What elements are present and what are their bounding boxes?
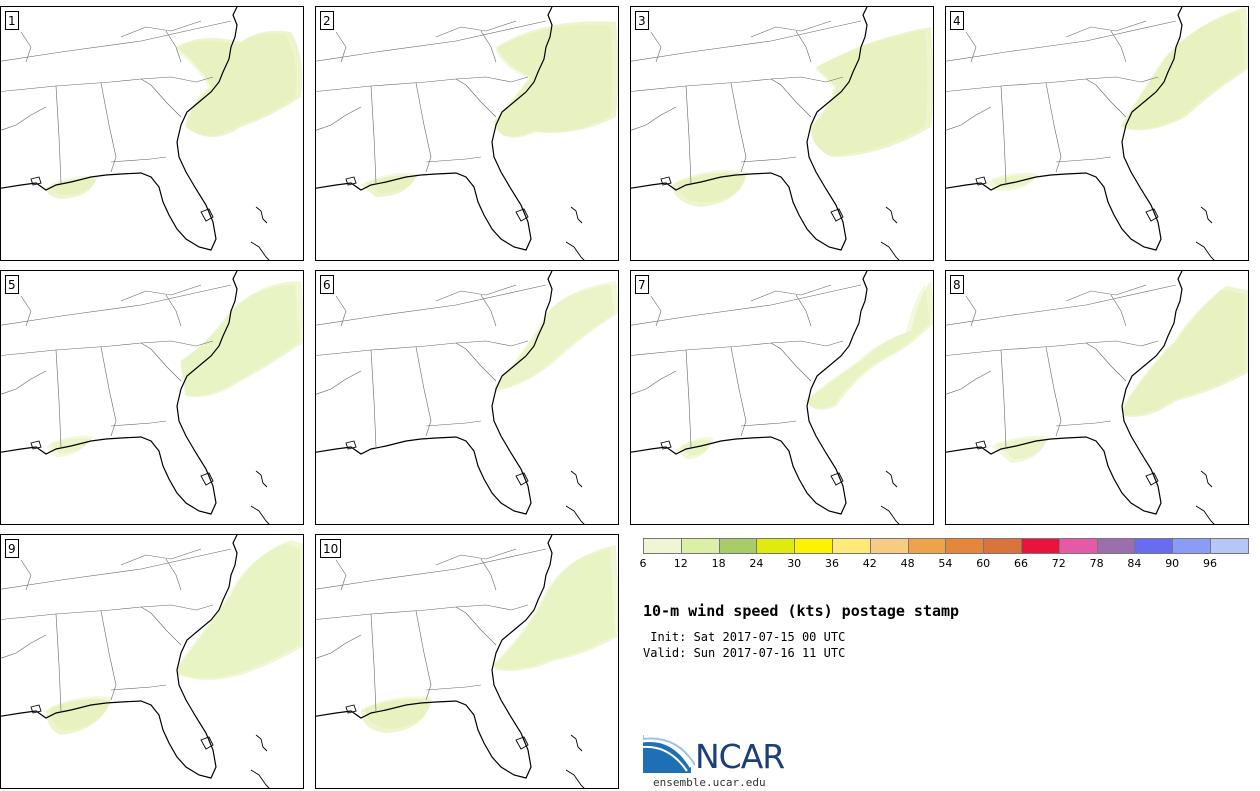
colorbar-tick-label: 6	[639, 557, 647, 570]
colorbar-segment	[1172, 538, 1211, 554]
member-number-label: 6	[320, 275, 334, 294]
colorbar-segment	[1210, 538, 1249, 554]
member-number-label: 7	[635, 275, 649, 294]
colorbar-tick-label: 18	[711, 557, 726, 570]
colorbar-tick-label: 36	[825, 557, 839, 570]
ensemble-member-map: 5	[0, 270, 304, 525]
map-outline	[1, 535, 303, 788]
ensemble-member-map: 3	[630, 6, 934, 261]
ensemble-member-map: 9	[0, 534, 304, 789]
map-outline	[316, 271, 618, 524]
colorbar-segment	[794, 538, 833, 554]
init-time: Init: Sat 2017-07-15 00 UTC	[643, 630, 846, 644]
ensemble-member-map: 6	[315, 270, 619, 525]
ncar-wordmark: NCAR	[695, 737, 785, 776]
valid-time: Valid: Sun 2017-07-16 11 UTC	[643, 646, 846, 660]
member-number-label: 5	[5, 275, 19, 294]
map-outline	[631, 271, 933, 524]
colorbar-segment	[1021, 538, 1060, 554]
colorbar-segment	[643, 538, 682, 554]
ensemble-member-map: 1	[0, 6, 304, 261]
ensemble-member-map: 8	[945, 270, 1249, 525]
figure-title: 10-m wind speed (kts) postage stamp	[643, 602, 960, 620]
colorbar-segment	[1134, 538, 1174, 554]
member-number-label: 9	[5, 539, 19, 558]
colorbar-segment	[680, 538, 720, 554]
colorbar-tick-label: 90	[1165, 557, 1180, 570]
ensemble-member-map: 4	[945, 6, 1249, 261]
member-number-label: 4	[950, 11, 964, 30]
colorbar-tick-label: 66	[1014, 557, 1028, 570]
colorbar-segment	[983, 538, 1022, 554]
ensemble-member-map: 7	[630, 270, 934, 525]
member-number-label: 2	[320, 11, 334, 30]
colorbar-tick-label: 30	[787, 557, 802, 570]
member-number-label: 1	[5, 11, 19, 30]
colorbar-segment	[718, 538, 758, 554]
colorbar-segment	[945, 538, 985, 554]
colorbar-tick-label: 42	[862, 557, 877, 570]
colorbar-tick-label: 60	[976, 557, 991, 570]
colorbar-segment	[1096, 538, 1136, 554]
colorbar-segment	[756, 538, 796, 554]
member-number-label: 3	[635, 11, 649, 30]
ensemble-url: ensemble.ucar.edu	[653, 776, 766, 789]
map-outline	[946, 7, 1248, 260]
map-outline	[946, 271, 1248, 524]
colorbar-tick-label: 72	[1051, 557, 1066, 570]
map-outline	[631, 7, 933, 260]
colorbar-segment	[907, 538, 947, 554]
colorbar-segment	[1058, 538, 1098, 554]
colorbar-tick-label: 78	[1089, 557, 1104, 570]
colorbar-tick-label: 48	[900, 557, 915, 570]
map-outline	[316, 535, 618, 788]
member-number-label: 10	[320, 539, 342, 558]
ensemble-member-map: 10	[315, 534, 619, 789]
colorbar-tick-label: 84	[1127, 557, 1142, 570]
colorbar-tick-label: 54	[938, 557, 953, 570]
ensemble-member-map: 2	[315, 6, 619, 261]
map-outline	[1, 271, 303, 524]
colorbar-segment	[869, 538, 909, 554]
colorbar-tick-label: 12	[673, 557, 688, 570]
map-outline	[1, 7, 303, 260]
map-outline	[316, 7, 618, 260]
colorbar-segment	[832, 538, 871, 554]
colorbar-tick-label: 24	[749, 557, 764, 570]
ncar-logo-icon	[642, 735, 696, 773]
ncar-logo: NCAR ensemble.ucar.edu	[642, 735, 793, 791]
member-number-label: 8	[950, 275, 964, 294]
colorbar-tick-label: 96	[1203, 557, 1217, 570]
